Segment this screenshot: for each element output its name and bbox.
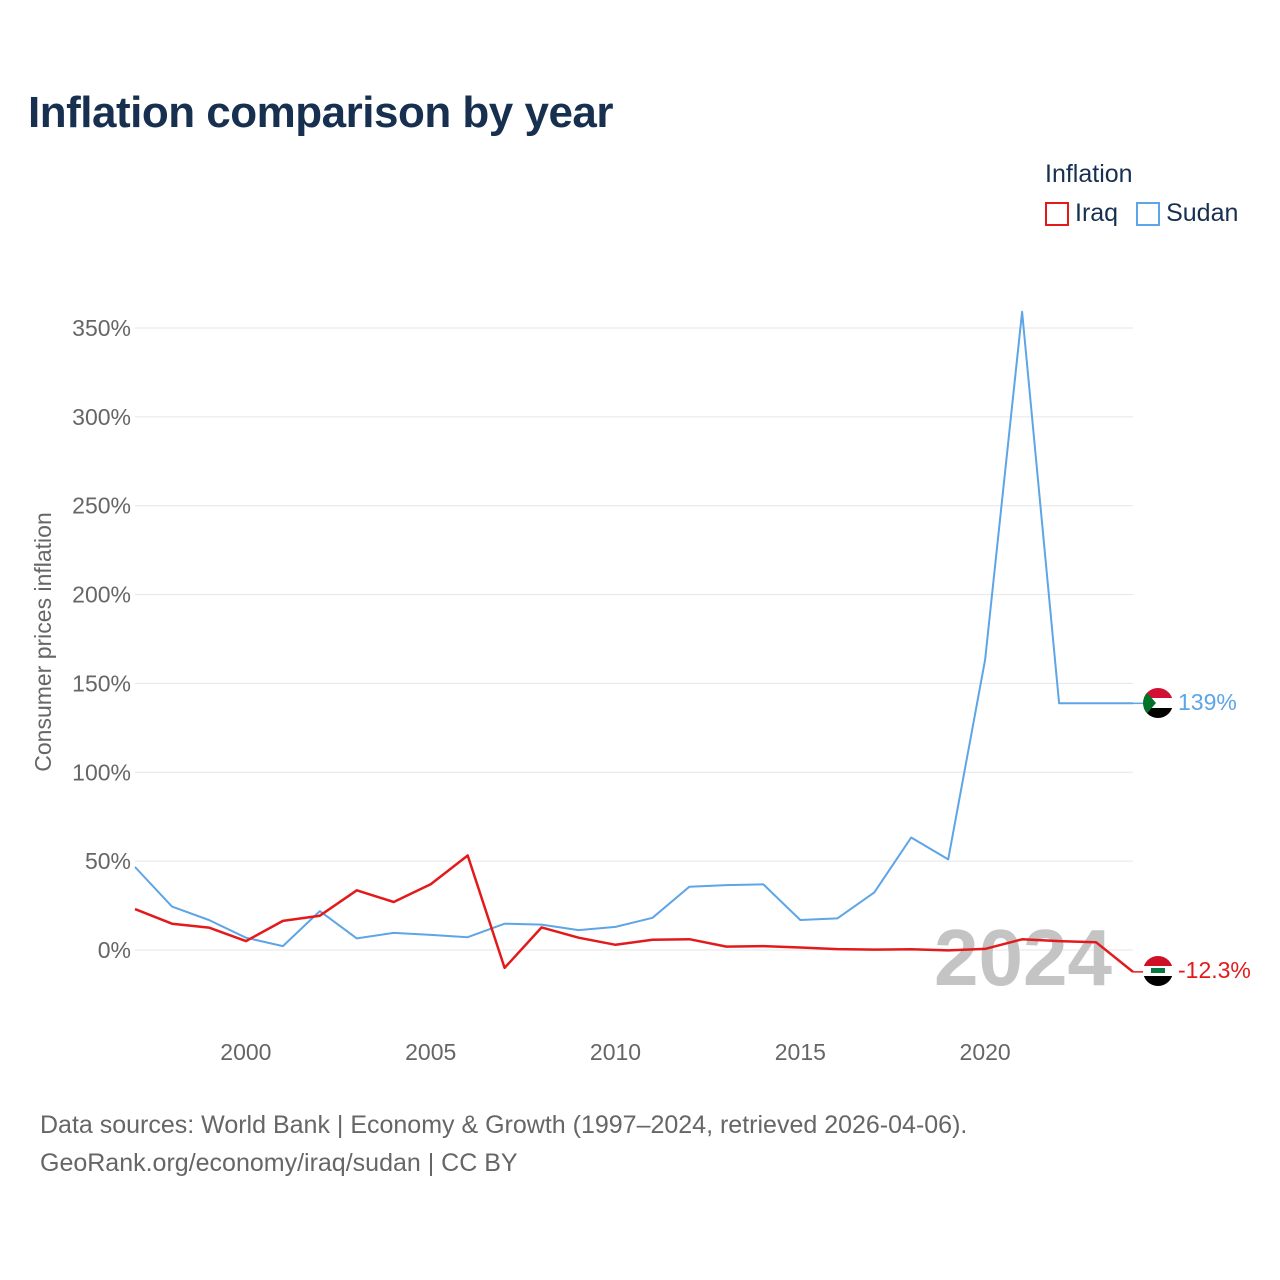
y-tick-label: 0%	[98, 937, 131, 963]
x-tick-label: 2015	[775, 1039, 826, 1065]
flag-iraq-icon	[1143, 956, 1173, 986]
footer: Data sources: World Bank | Economy & Gro…	[40, 1106, 967, 1182]
line-chart: 0%50%100%150%200%250%300%350% 2000 2005 20…	[30, 310, 1251, 1065]
legend-title: Inflation	[1045, 160, 1133, 188]
y-tick-label: 200%	[72, 582, 131, 608]
legend-swatch-iraq	[1045, 201, 1069, 226]
year-watermark: 2024	[934, 913, 1112, 1002]
y-axis-label: Consumer prices inflation	[30, 512, 56, 772]
y-tick-label: 150%	[72, 670, 131, 696]
legend-item-iraq[interactable]: Iraq	[1045, 199, 1118, 228]
end-label-sudan: 139%	[1178, 689, 1237, 715]
legend-label-sudan: Sudan	[1166, 199, 1239, 227]
legend-label-iraq: Iraq	[1075, 199, 1119, 227]
flag-sudan-icon	[1143, 688, 1173, 718]
y-tick-label: 50%	[85, 848, 131, 874]
x-tick-labels: 2000 2005 2010 2015 2020	[220, 1039, 1010, 1065]
x-tick-label: 2020	[960, 1039, 1011, 1065]
x-tick-label: 2005	[405, 1039, 456, 1065]
series-end-markers: 139% -12.3%	[1143, 688, 1251, 986]
y-tick-label: 350%	[72, 315, 131, 341]
x-tick-label: 2000	[220, 1039, 271, 1065]
y-tick-labels: 0% 50% 100% 150% 200% 250% 300% 350%	[72, 315, 131, 963]
series-line-iraq	[134, 854, 1134, 973]
gridlines	[135, 327, 1133, 951]
page-title: Inflation comparison by year	[28, 88, 614, 137]
end-label-iraq: -12.3%	[1178, 957, 1251, 983]
series-line-sudan	[134, 310, 1133, 948]
legend-item-sudan[interactable]: Sudan	[1136, 199, 1238, 228]
footer-source: Data sources: World Bank | Economy & Gro…	[40, 1111, 968, 1139]
series-lines	[134, 310, 1145, 973]
legend: Inflation Iraq Sudan	[1045, 160, 1256, 228]
legend-swatch-sudan	[1136, 201, 1161, 226]
x-tick-label: 2010	[590, 1039, 641, 1065]
y-tick-label: 100%	[72, 759, 131, 785]
y-tick-label: 250%	[72, 493, 131, 519]
footer-credit: GeoRank.org/economy/iraq/sudan | CC BY	[40, 1149, 518, 1177]
y-tick-label: 300%	[72, 404, 131, 430]
